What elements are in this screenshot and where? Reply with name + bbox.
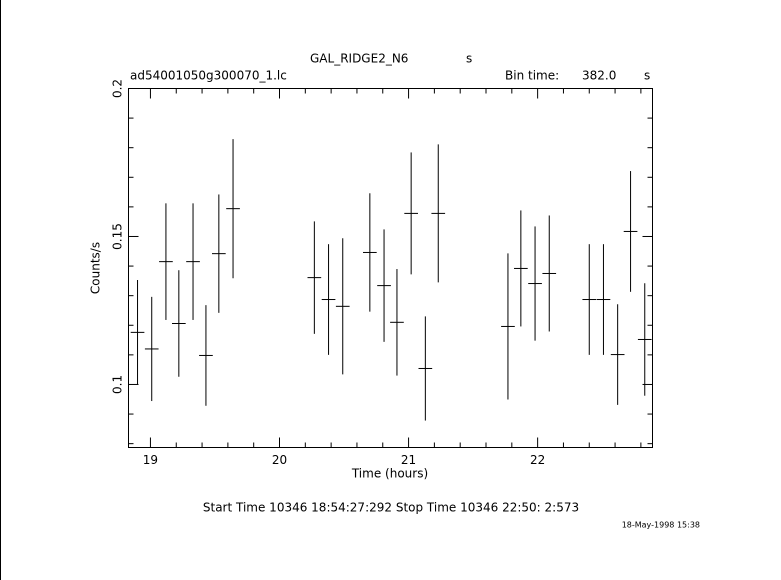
plot-frame [128, 88, 653, 448]
x-axis-label: Time (hours) [351, 467, 428, 481]
file-label: ad54001050g300070_1.lc [130, 69, 287, 83]
bin-time-unit: s [644, 69, 650, 83]
x-tick-label: 22 [530, 453, 545, 467]
y-tick-label: 0.2 [111, 79, 125, 98]
chart-title: GAL_RIDGE2_N6 [310, 52, 408, 66]
footer: Start Time 10346 18:54:27:292 Stop Time … [203, 501, 579, 515]
y-tick-label: 0.1 [111, 375, 125, 394]
y-axis-label: Counts/s [89, 242, 103, 294]
timestamp: 18-May-1998 15:38 [622, 521, 700, 530]
bin-time: 382.0 [582, 69, 616, 83]
x-tick-label: 19 [143, 453, 158, 467]
x-tick-label: 21 [401, 453, 416, 467]
x-tick-label: 20 [272, 453, 287, 467]
y-tick-label: 0.15 [111, 223, 125, 250]
bin-time-label: Bin time: [505, 69, 559, 83]
title-unit: s [466, 52, 472, 66]
